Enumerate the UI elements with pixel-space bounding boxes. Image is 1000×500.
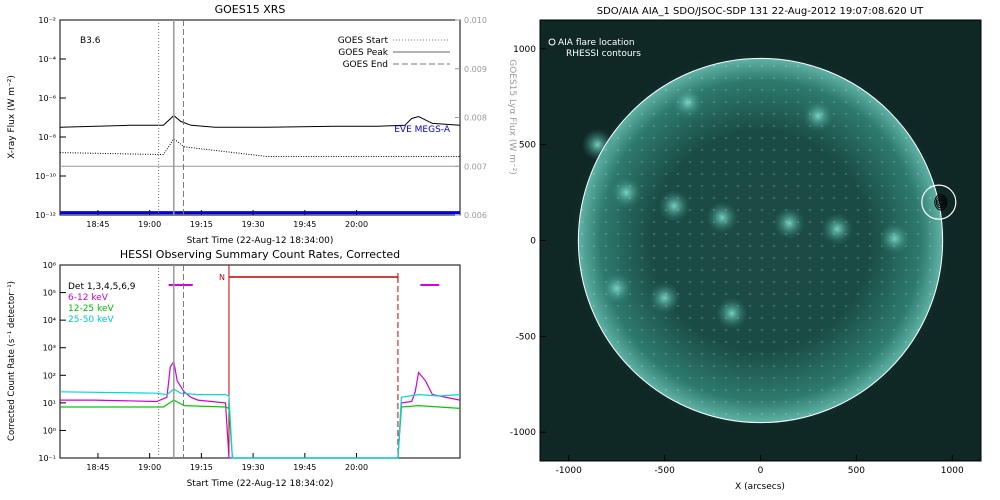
goes-x-label: Start Time (22-Aug-12 18:34:00)	[187, 236, 334, 246]
goes-x-tick-label: 18:45	[86, 220, 109, 229]
rhessi-contour	[937, 197, 945, 207]
goes-y-tick-label-right: 0.006	[464, 211, 487, 220]
legend-goes-start: GOES Start	[338, 36, 389, 46]
aia-x-tick-label: 0	[758, 466, 764, 476]
goes-plot-area	[59, 19, 461, 216]
goes-y-tick-label-right: 0.007	[464, 162, 487, 171]
goes-y-tick-label: 10⁻⁸	[38, 133, 56, 142]
legend-25-50kev: 25-50 keV	[68, 315, 114, 325]
goes-panel: GOES15 XRS 10⁻² 10⁻⁴ 10⁻⁶ 10⁻⁸ 10⁻¹⁰ 10⁻¹² 0.…	[7, 3, 517, 246]
aia-flare-marker	[921, 184, 957, 220]
hessi-x-ticks: 18:45 19:00 19:15 19:30 19:45 20:00	[86, 453, 368, 472]
hessi-series	[59, 359, 461, 459]
hessi-night-markers: N	[219, 265, 399, 458]
goes-y-tick-label: 10⁻⁶	[38, 94, 56, 103]
legend-6-12kev: 6-12 keV	[68, 293, 109, 303]
legend-goes-end: GOES End	[343, 60, 388, 70]
aia-title: SDO/AIA AIA_1 SDO/JSOC-SDP 131 22-Aug-20…	[597, 6, 924, 17]
rhessi-contour	[938, 199, 943, 205]
hessi-y-label: Corrected Count Rate (s⁻¹ detector⁻¹)	[7, 281, 17, 441]
goes-y-tick-label: 10⁻¹²	[35, 211, 56, 220]
aia-x-tick-label: 1000	[941, 466, 964, 476]
goes-x-tick-label: 20:00	[345, 220, 368, 229]
hessi-y-tick-label: 10⁻¹	[38, 454, 56, 463]
hessi-event-lines	[158, 265, 184, 458]
aia-heliographic-grid	[578, 58, 943, 423]
goes-flare-class: B3.6	[80, 36, 101, 46]
hessi-y-tick-label: 10¹	[43, 399, 56, 408]
goes-y-tick-label: 10⁻⁴	[38, 55, 56, 64]
goes-series-short	[59, 138, 460, 157]
rhessi-contour	[935, 195, 946, 209]
aia-x-ticks: -1000 -500 0 500 1000	[556, 455, 964, 476]
hessi-night-label: N	[219, 273, 225, 282]
goes-y-tick-label-right: 0.009	[464, 65, 487, 74]
aia-panel: SDO/AIA AIA_1 SDO/JSOC-SDP 131 22-Aug-20…	[510, 6, 982, 492]
goes-series-long	[59, 114, 461, 128]
hessi-series-25-50-kev	[59, 388, 461, 459]
hessi-series-6-12-kev	[60, 359, 461, 459]
hessi-y-ticks: 10⁶ 10⁵ 10⁴ 10³ 10² 10¹ 10⁰ 10⁻¹	[38, 261, 66, 463]
aia-y-tick-label: -500	[516, 332, 537, 342]
aia-limb-circle	[577, 57, 944, 424]
hessi-y-tick-label: 10⁶	[43, 261, 56, 270]
aia-y-tick-label: 500	[519, 141, 536, 151]
goes-x-tick-label: 19:15	[190, 220, 213, 229]
goes-x-tick-label: 19:45	[293, 220, 316, 229]
legend-rhessi-contours: RHESSI contours	[566, 49, 641, 59]
hessi-y-tick-label: 10⁰	[43, 426, 56, 435]
eve-label: EVE MEGS-A	[394, 125, 451, 135]
goes-event-lines	[158, 20, 184, 215]
aia-y-tick-label: -1000	[510, 428, 536, 438]
aia-flare-circle	[921, 184, 957, 220]
goes-y-label: X-ray Flux (W m⁻²)	[7, 75, 17, 159]
hessi-y-tick-label: 10⁵	[43, 289, 56, 298]
goes-x-ticks: 18:45 19:00 19:15 19:30 19:45 20:00	[86, 210, 368, 229]
legend-flare-location-icon	[548, 38, 556, 46]
hessi-title: HESSI Observing Summary Count Rates, Cor…	[120, 248, 400, 261]
hessi-x-tick-label: 18:45	[86, 463, 109, 472]
goes-y-tick-label-right: 0.008	[464, 114, 487, 123]
hessi-y-tick-label: 10³	[43, 344, 56, 353]
goes-series	[59, 114, 461, 215]
goes-x-tick-label: 19:00	[138, 220, 161, 229]
hessi-x-tick-label: 19:45	[293, 463, 316, 472]
goes-x-tick-label: 19:30	[242, 220, 265, 229]
aia-y-ticks: 1000 500 0 -500 -1000	[510, 45, 546, 438]
goes-y-tick-label: 10⁻²	[38, 16, 56, 25]
aia-legend: AIA flare location RHESSI contours	[548, 38, 641, 59]
goes-y-tick-label: 10⁻¹⁰	[35, 172, 56, 181]
hessi-y-tick-label: 10²	[43, 371, 56, 380]
aia-y-tick-label: 1000	[513, 45, 536, 55]
goes-title: GOES15 XRS	[215, 3, 286, 16]
hessi-x-tick-label: 20:00	[345, 463, 368, 472]
goes-y-tick-label-right: 0.010	[464, 16, 487, 25]
rhessi-contour	[934, 193, 948, 211]
hessi-x-tick-label: 19:30	[242, 463, 265, 472]
aia-y-tick-label: 0	[530, 237, 536, 247]
hessi-y-tick-label: 10⁴	[43, 316, 56, 325]
goes-legend: GOES Start GOES Peak GOES End	[338, 36, 450, 70]
legend-flare-location: AIA flare location	[558, 38, 635, 48]
goes-y-label-right: GOES15 Lyα Flux (W m⁻²)	[507, 59, 517, 175]
legend-12-25kev: 12-25 keV	[68, 304, 114, 314]
legend-goes-peak: GOES Peak	[338, 48, 388, 58]
aia-x-tick-label: -500	[654, 466, 675, 476]
hessi-x-label: Start Time (22-Aug-12 18:34:02)	[187, 479, 334, 489]
legend-detectors: Det 1,3,4,5,6,9	[68, 282, 136, 292]
goes-y-ticks: 10⁻² 10⁻⁴ 10⁻⁶ 10⁻⁸ 10⁻¹⁰ 10⁻¹²	[35, 16, 66, 220]
aia-x-tick-label: -1000	[556, 466, 582, 476]
hessi-x-tick-label: 19:00	[138, 463, 161, 472]
hessi-x-tick-label: 19:15	[190, 463, 213, 472]
aia-x-label: X (arcsecs)	[735, 482, 785, 492]
aia-x-tick-label: 500	[848, 466, 865, 476]
hessi-legend: Det 1,3,4,5,6,9 6-12 keV 12-25 keV 25-50…	[68, 282, 136, 325]
hessi-panel: HESSI Observing Summary Count Rates, Cor…	[7, 248, 461, 489]
